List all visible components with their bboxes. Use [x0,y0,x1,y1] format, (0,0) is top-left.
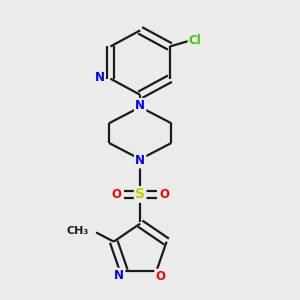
Text: N: N [135,99,145,112]
Text: N: N [114,269,124,282]
Text: CH₃: CH₃ [66,226,88,236]
Text: O: O [155,270,166,283]
Text: O: O [111,188,121,201]
Text: Cl: Cl [189,34,202,47]
Text: S: S [135,188,145,202]
Text: N: N [94,71,104,84]
Text: N: N [135,154,145,167]
Text: O: O [159,188,169,201]
